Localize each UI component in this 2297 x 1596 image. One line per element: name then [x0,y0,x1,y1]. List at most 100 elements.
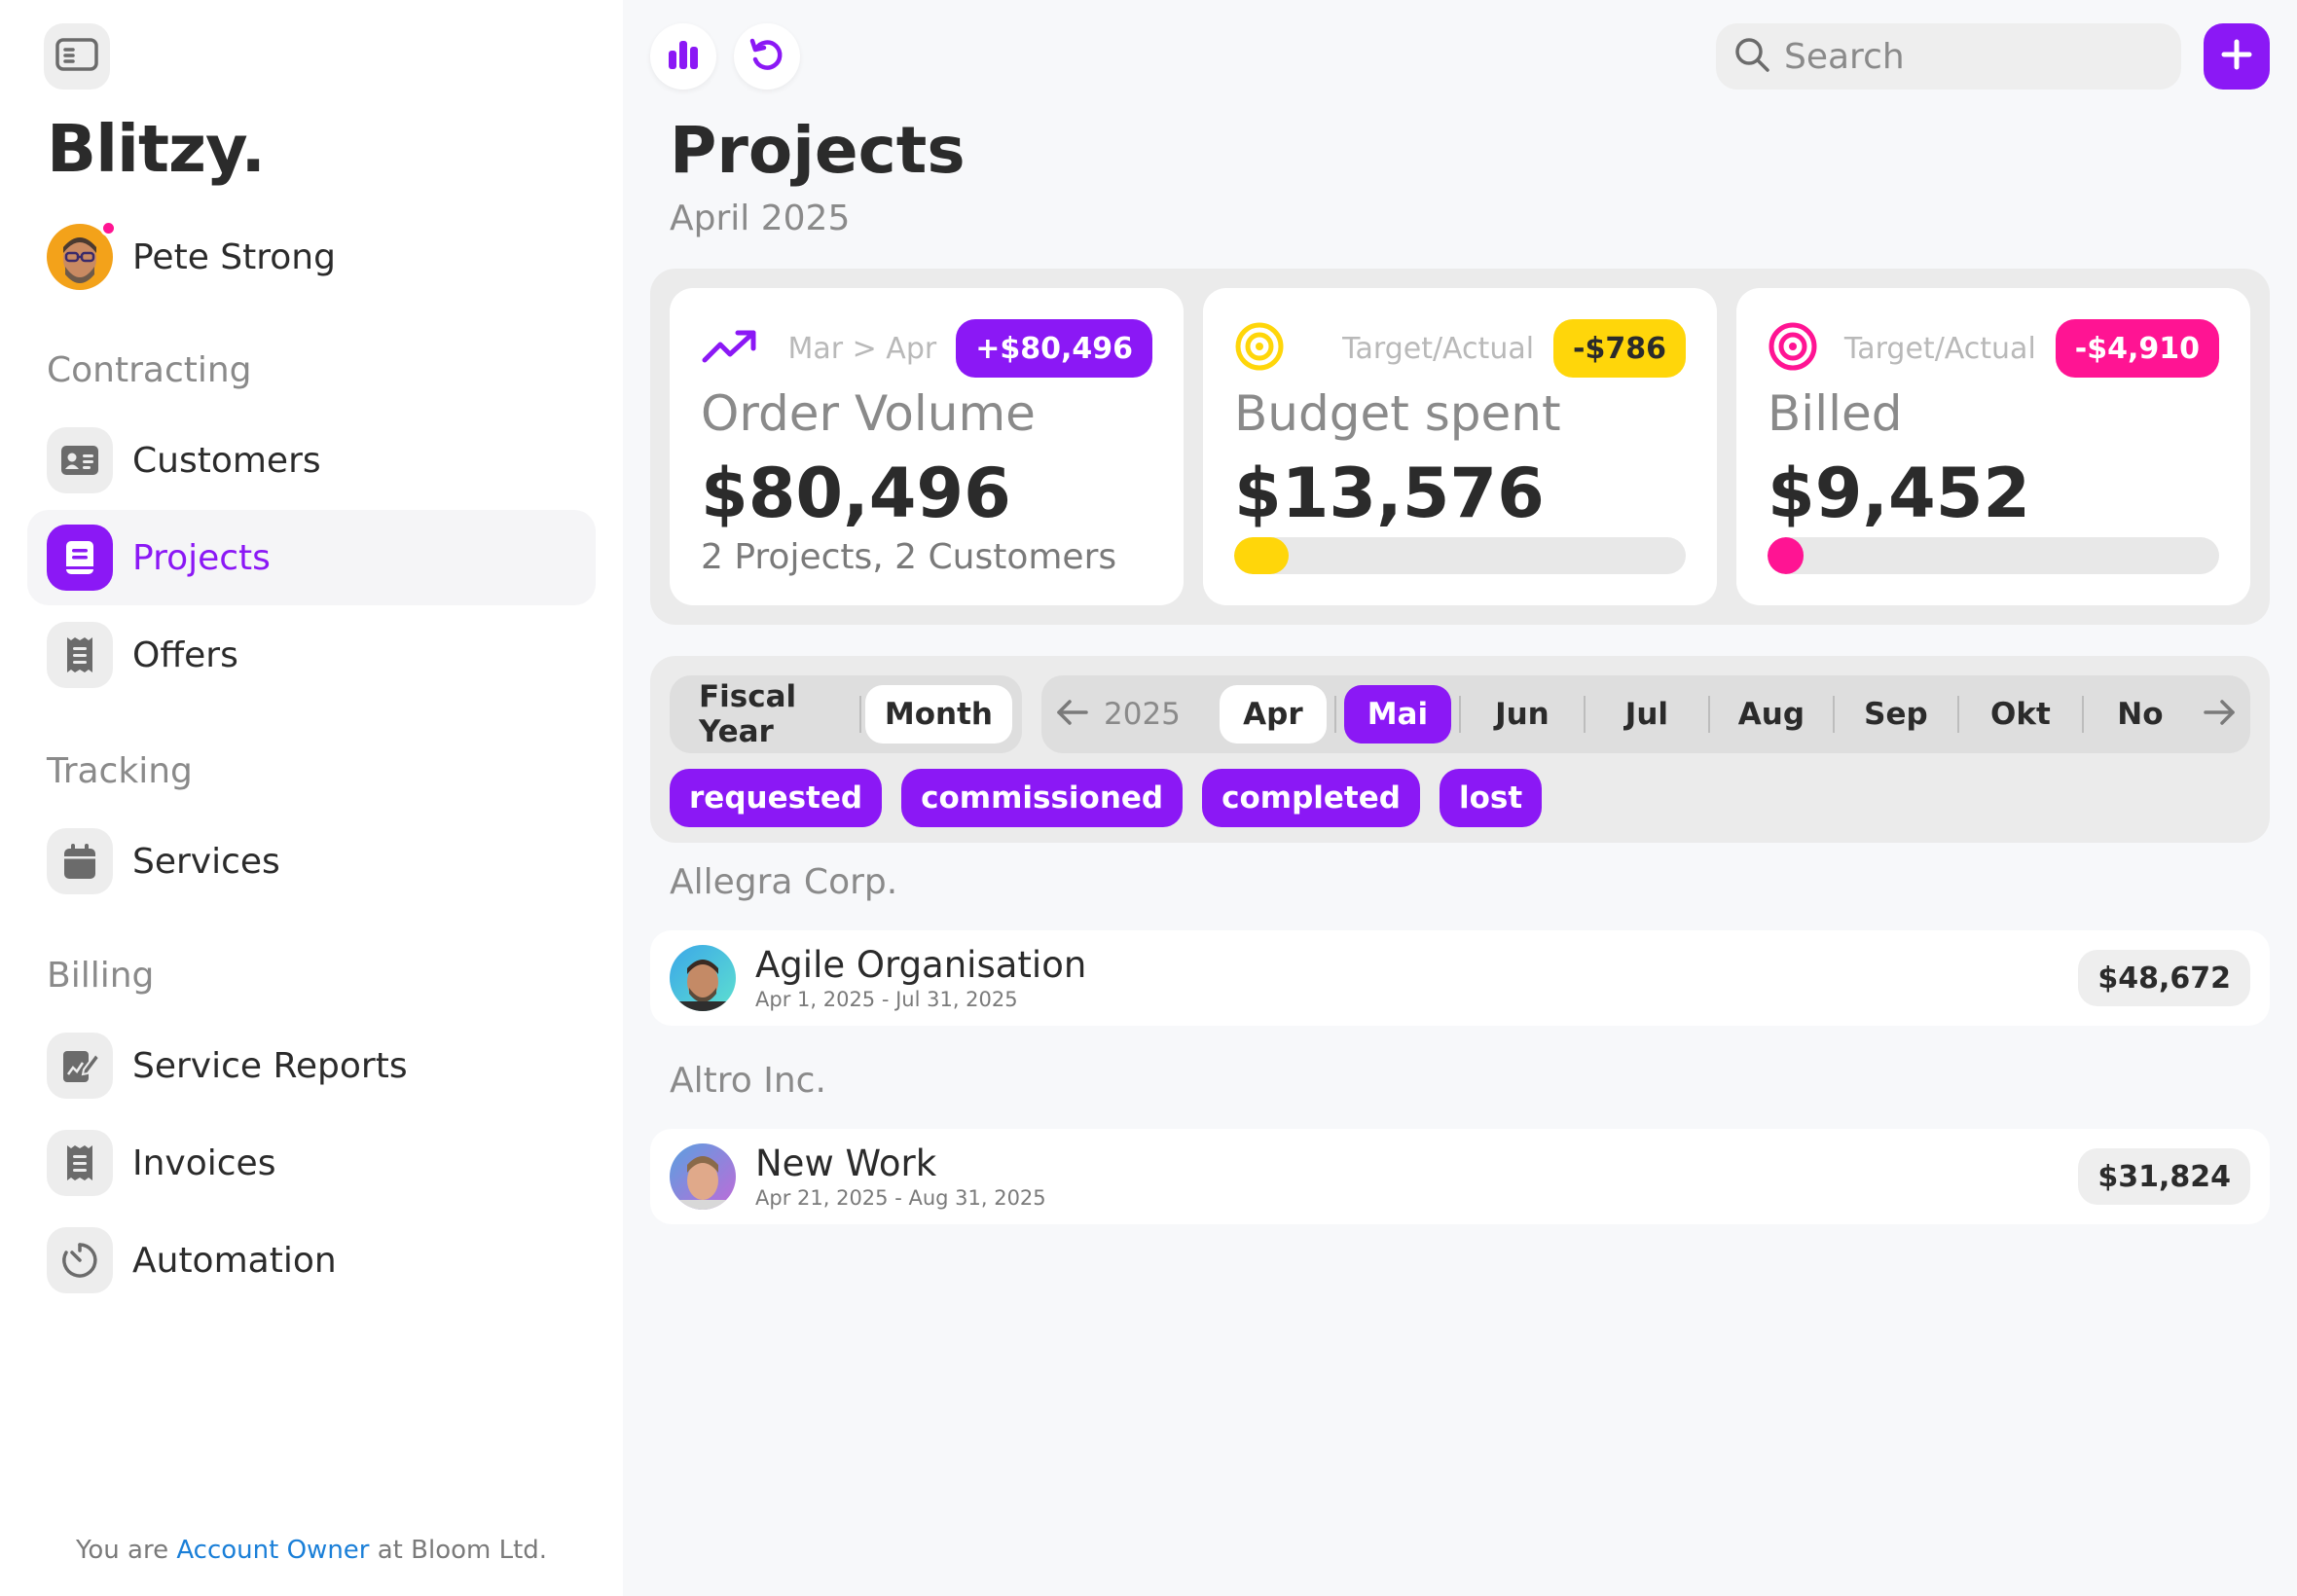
stats-view-button[interactable] [650,23,716,90]
search-field[interactable] [1716,23,2181,90]
refresh-icon [748,36,785,77]
month-aug[interactable]: Aug [1737,697,1805,732]
search-input[interactable] [1784,36,2154,77]
section-label-tracking: Tracking [47,751,193,791]
kpi-meta: Mar > Apr [787,331,937,366]
report-edit-icon [47,1033,113,1099]
kpi-progress-bar [1768,537,2219,574]
month-jul[interactable]: Jul [1624,697,1669,732]
status-filter-tags: requested commissioned completed lost [670,769,1561,827]
divider [859,696,861,733]
kpi-value: $9,452 [1768,453,2031,533]
month-jun[interactable]: Jun [1495,697,1550,732]
project-row[interactable]: New Work Apr 21, 2025 - Aug 31, 2025 $31… [650,1129,2270,1224]
sidebar-item-label: Customers [132,440,321,481]
sidebar-item-label: Invoices [132,1143,276,1183]
project-amount: $31,824 [2078,1148,2250,1205]
sidebar-item-services[interactable]: Services [27,814,596,909]
target-icon [1768,321,1818,376]
divider [2081,696,2084,733]
arrow-left-icon[interactable] [1055,698,1090,731]
kpi-title: Budget spent [1234,385,1561,442]
month-mai[interactable]: Mai [1343,685,1451,744]
kpi-badge: -$4,910 [2055,319,2219,378]
month-nov[interactable]: No [2117,697,2164,732]
sidebar-item-label: Offers [132,635,238,675]
status-tag-requested[interactable]: requested [670,769,883,827]
year-label: 2025 [1104,697,1181,732]
receipt-icon [47,622,113,688]
bar-chart-icon [666,37,701,76]
trend-up-icon [701,327,759,370]
sidebar-item-projects[interactable]: Projects [27,510,596,605]
tab-month[interactable]: Month [864,685,1012,744]
project-name: Agile Organisation [755,944,1087,986]
kpi-panel: Mar > Apr +$80,496 Order Volume $80,496 … [650,269,2270,625]
main-content: Projects April 2025 Mar > Apr +$80,496 O… [623,0,2297,1596]
kpi-progress-fill [1768,537,1805,574]
kpi-value: $13,576 [1234,453,1545,533]
kpi-meta: Target/Actual [1342,331,1535,366]
project-amount: $48,672 [2078,950,2250,1006]
kpi-card-billed[interactable]: Target/Actual -$4,910 Billed $9,452 [1736,288,2250,605]
project-book-icon [47,525,113,591]
kpi-card-order-volume[interactable]: Mar > Apr +$80,496 Order Volume $80,496 … [670,288,1184,605]
divider [1583,696,1586,733]
filter-panel: Fiscal Year Month 2025 Apr Mai Jun Jul A… [650,656,2270,843]
sidebar: Blitzy. Pete Strong Contracting Customer… [0,0,623,1596]
add-project-button[interactable] [2204,23,2270,90]
status-tag-completed[interactable]: completed [1202,769,1420,827]
page-title: Projects [670,113,966,188]
section-label-contracting: Contracting [47,350,252,390]
kpi-badge: -$786 [1553,319,1686,378]
avatar [670,1143,736,1210]
kpi-value: $80,496 [701,453,1011,533]
sidebar-item-invoices[interactable]: Invoices [27,1115,596,1211]
divider [1832,696,1835,733]
kpi-meta: Target/Actual [1843,331,2036,366]
user-profile[interactable]: Pete Strong [47,220,336,290]
notification-dot [100,220,117,236]
sidebar-item-offers[interactable]: Offers [27,607,596,703]
target-icon [1234,321,1285,376]
customer-group-label: Allegra Corp. [670,862,898,902]
divider [1956,696,1959,733]
account-role-link[interactable]: Account Owner [176,1536,370,1565]
refresh-button[interactable] [734,23,800,90]
arrow-right-icon[interactable] [2202,698,2237,731]
timer-icon [47,1227,113,1293]
customer-group-label: Altro Inc. [670,1061,826,1101]
sidebar-item-label: Projects [132,537,271,578]
avatar [670,945,736,1011]
status-tag-lost[interactable]: lost [1439,769,1543,827]
id-card-icon [47,427,113,493]
tab-fiscal-year[interactable]: Fiscal Year [699,679,797,749]
project-dates: Apr 1, 2025 - Jul 31, 2025 [755,988,1018,1011]
sidebar-item-service-reports[interactable]: Service Reports [27,1018,596,1113]
divider [1707,696,1710,733]
brand-logo: Blitzy. [47,111,266,187]
status-tag-commissioned[interactable]: commissioned [901,769,1184,827]
project-row[interactable]: Agile Organisation Apr 1, 2025 - Jul 31,… [650,930,2270,1026]
month-sep[interactable]: Sep [1864,697,1928,732]
user-name: Pete Strong [132,236,336,277]
receipt-icon [47,1130,113,1196]
project-dates: Apr 21, 2025 - Aug 31, 2025 [755,1186,1046,1210]
avatar [47,224,113,290]
search-icon [1733,36,1770,77]
sidebar-item-customers[interactable]: Customers [27,413,596,508]
month-apr[interactable]: Apr [1219,685,1327,744]
kpi-subtitle: 2 Projects, 2 Customers [701,537,1117,577]
section-label-billing: Billing [47,956,155,996]
kpi-title: Billed [1768,385,1903,442]
kpi-badge: +$80,496 [956,319,1152,378]
month-okt[interactable]: Okt [1990,697,2051,732]
kpi-title: Order Volume [701,385,1036,442]
month-selector: 2025 Apr Mai Jun Jul Aug Sep Okt No [1041,675,2250,753]
sidebar-item-automation[interactable]: Automation [27,1213,596,1308]
sidebar-toggle-button[interactable] [44,23,110,90]
divider [1458,696,1461,733]
footer-prefix: You are [75,1536,169,1565]
plus-icon [2220,38,2253,75]
kpi-card-budget-spent[interactable]: Target/Actual -$786 Budget spent $13,576 [1203,288,1717,605]
